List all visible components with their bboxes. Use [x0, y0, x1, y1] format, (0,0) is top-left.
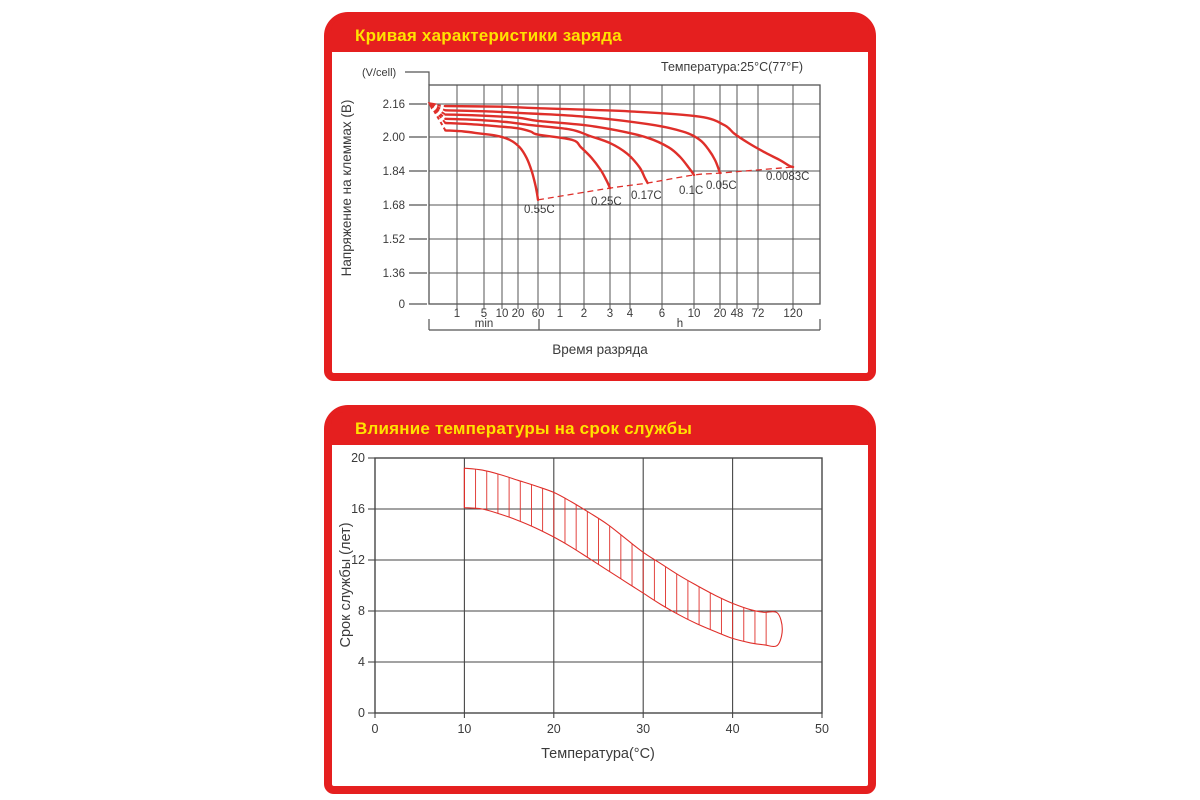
curve-0.25C [444, 121, 612, 190]
x-tick-label: 20 [512, 308, 525, 320]
v-per-cell-label: (V/cell) [362, 67, 396, 79]
temperature-life-card: Влияние температуры на срок службы 0 10 20… [324, 405, 876, 794]
x-tick-label: 40 [726, 722, 740, 736]
x-unit-min-label: min [475, 318, 494, 330]
x-tick-label: 5 [481, 308, 487, 320]
y-tick-label: 4 [358, 655, 365, 669]
x-tick-label: 6 [659, 308, 665, 320]
convergence-arrow [427, 102, 437, 110]
x-tick-label: 1 [454, 308, 460, 320]
y-tick-label: 8 [358, 604, 365, 618]
y-tick-label: 0 [399, 299, 405, 311]
y-axis-title: Напряжение на клеммах (В) [339, 100, 354, 277]
x-unit-hour-label: h [677, 318, 683, 330]
curve-0.55C [444, 129, 540, 202]
x-axis-title: Время разряда [552, 342, 648, 357]
charge-curve-card-title: Кривая характеристики заряда [355, 25, 622, 45]
x-tick-label: 50 [815, 722, 829, 736]
y-tick-label: 2.16 [383, 99, 405, 111]
x-tick-label: 120 [783, 308, 802, 320]
charge-curve-card-header: Кривая характеристики заряда [331, 19, 869, 52]
charge-curve-card-body: 2.16 2.00 1.84 1.68 1.52 1.36 0 1 5 10 20 60 1 2 3 4 6 10… [332, 52, 868, 373]
y-tick-label: 1.68 [383, 200, 405, 212]
temperature-life-card-title: Влияние температуры на срок службы [355, 418, 693, 438]
cutoff-voltage-dashed-line [537, 166, 794, 201]
curve-label-0.1C: 0.1C [679, 185, 703, 197]
x-axis-title: Температура(°C) [541, 746, 655, 762]
curve-label-0.55C: 0.55C [524, 204, 555, 216]
x-tick-label: 72 [752, 308, 765, 320]
y-tick-label: 12 [351, 553, 365, 567]
life-band-outline [463, 467, 783, 648]
y-tick-label: 1.84 [383, 166, 406, 178]
curve-label-0.17C: 0.17C [631, 190, 662, 202]
x-tick-label: 30 [636, 722, 650, 736]
y-tick-label: 20 [351, 451, 365, 465]
curve-label-0.05C: 0.05C [706, 180, 737, 192]
initial-dip-dash-0.55C [429, 104, 447, 131]
v-per-cell-connector [405, 71, 430, 85]
y-axis-title: Срок службы (лет) [338, 522, 354, 647]
y-tick-label: 1.52 [383, 234, 405, 246]
x-tick-label: 2 [581, 308, 587, 320]
x-tick-label: 0 [372, 722, 379, 736]
temperature-life-card-header: Влияние температуры на срок службы [331, 412, 869, 445]
x-tick-label: 10 [457, 722, 471, 736]
temperature-life-card-body: 0 10 20 30 40 50 0 4 8 12 16 20 Температура(°C) Срок … [332, 445, 868, 786]
curve-0.1C [444, 113, 696, 177]
y-tick-label: 2.00 [383, 132, 405, 144]
x-tick-label: 10 [688, 308, 701, 320]
x-tick-label: 48 [731, 308, 744, 320]
y-tick-label: 16 [351, 502, 365, 516]
curve-label-0.25C: 0.25C [591, 196, 622, 208]
x-tick-label: 20 [714, 308, 727, 320]
plot-border [428, 84, 821, 305]
x-tick-label: 3 [607, 308, 613, 320]
charge-curve-card: Кривая характеристики заряда 2.16 2.00 1.8… [324, 12, 876, 381]
x-tick-label: 60 [532, 308, 545, 320]
temperature-note: Температура:25°C(77°F) [661, 60, 803, 74]
y-tick-label: 1.36 [383, 268, 405, 280]
x-tick-label: 10 [496, 308, 509, 320]
curve-label-0.0083C: 0.0083C [766, 171, 809, 183]
x-tick-label: 20 [547, 722, 561, 736]
x-tick-label: 1 [557, 308, 563, 320]
temperature-life-chart: 0 10 20 30 40 50 0 4 8 12 16 20 Температура(°C) Срок … [338, 451, 829, 762]
curve-0.05C [444, 109, 722, 175]
plot-border [374, 457, 823, 714]
y-tick-label: 0 [358, 706, 365, 720]
curve-0.17C [444, 117, 649, 185]
curve-0.0083C [444, 104, 795, 169]
x-tick-label: 4 [627, 308, 634, 320]
